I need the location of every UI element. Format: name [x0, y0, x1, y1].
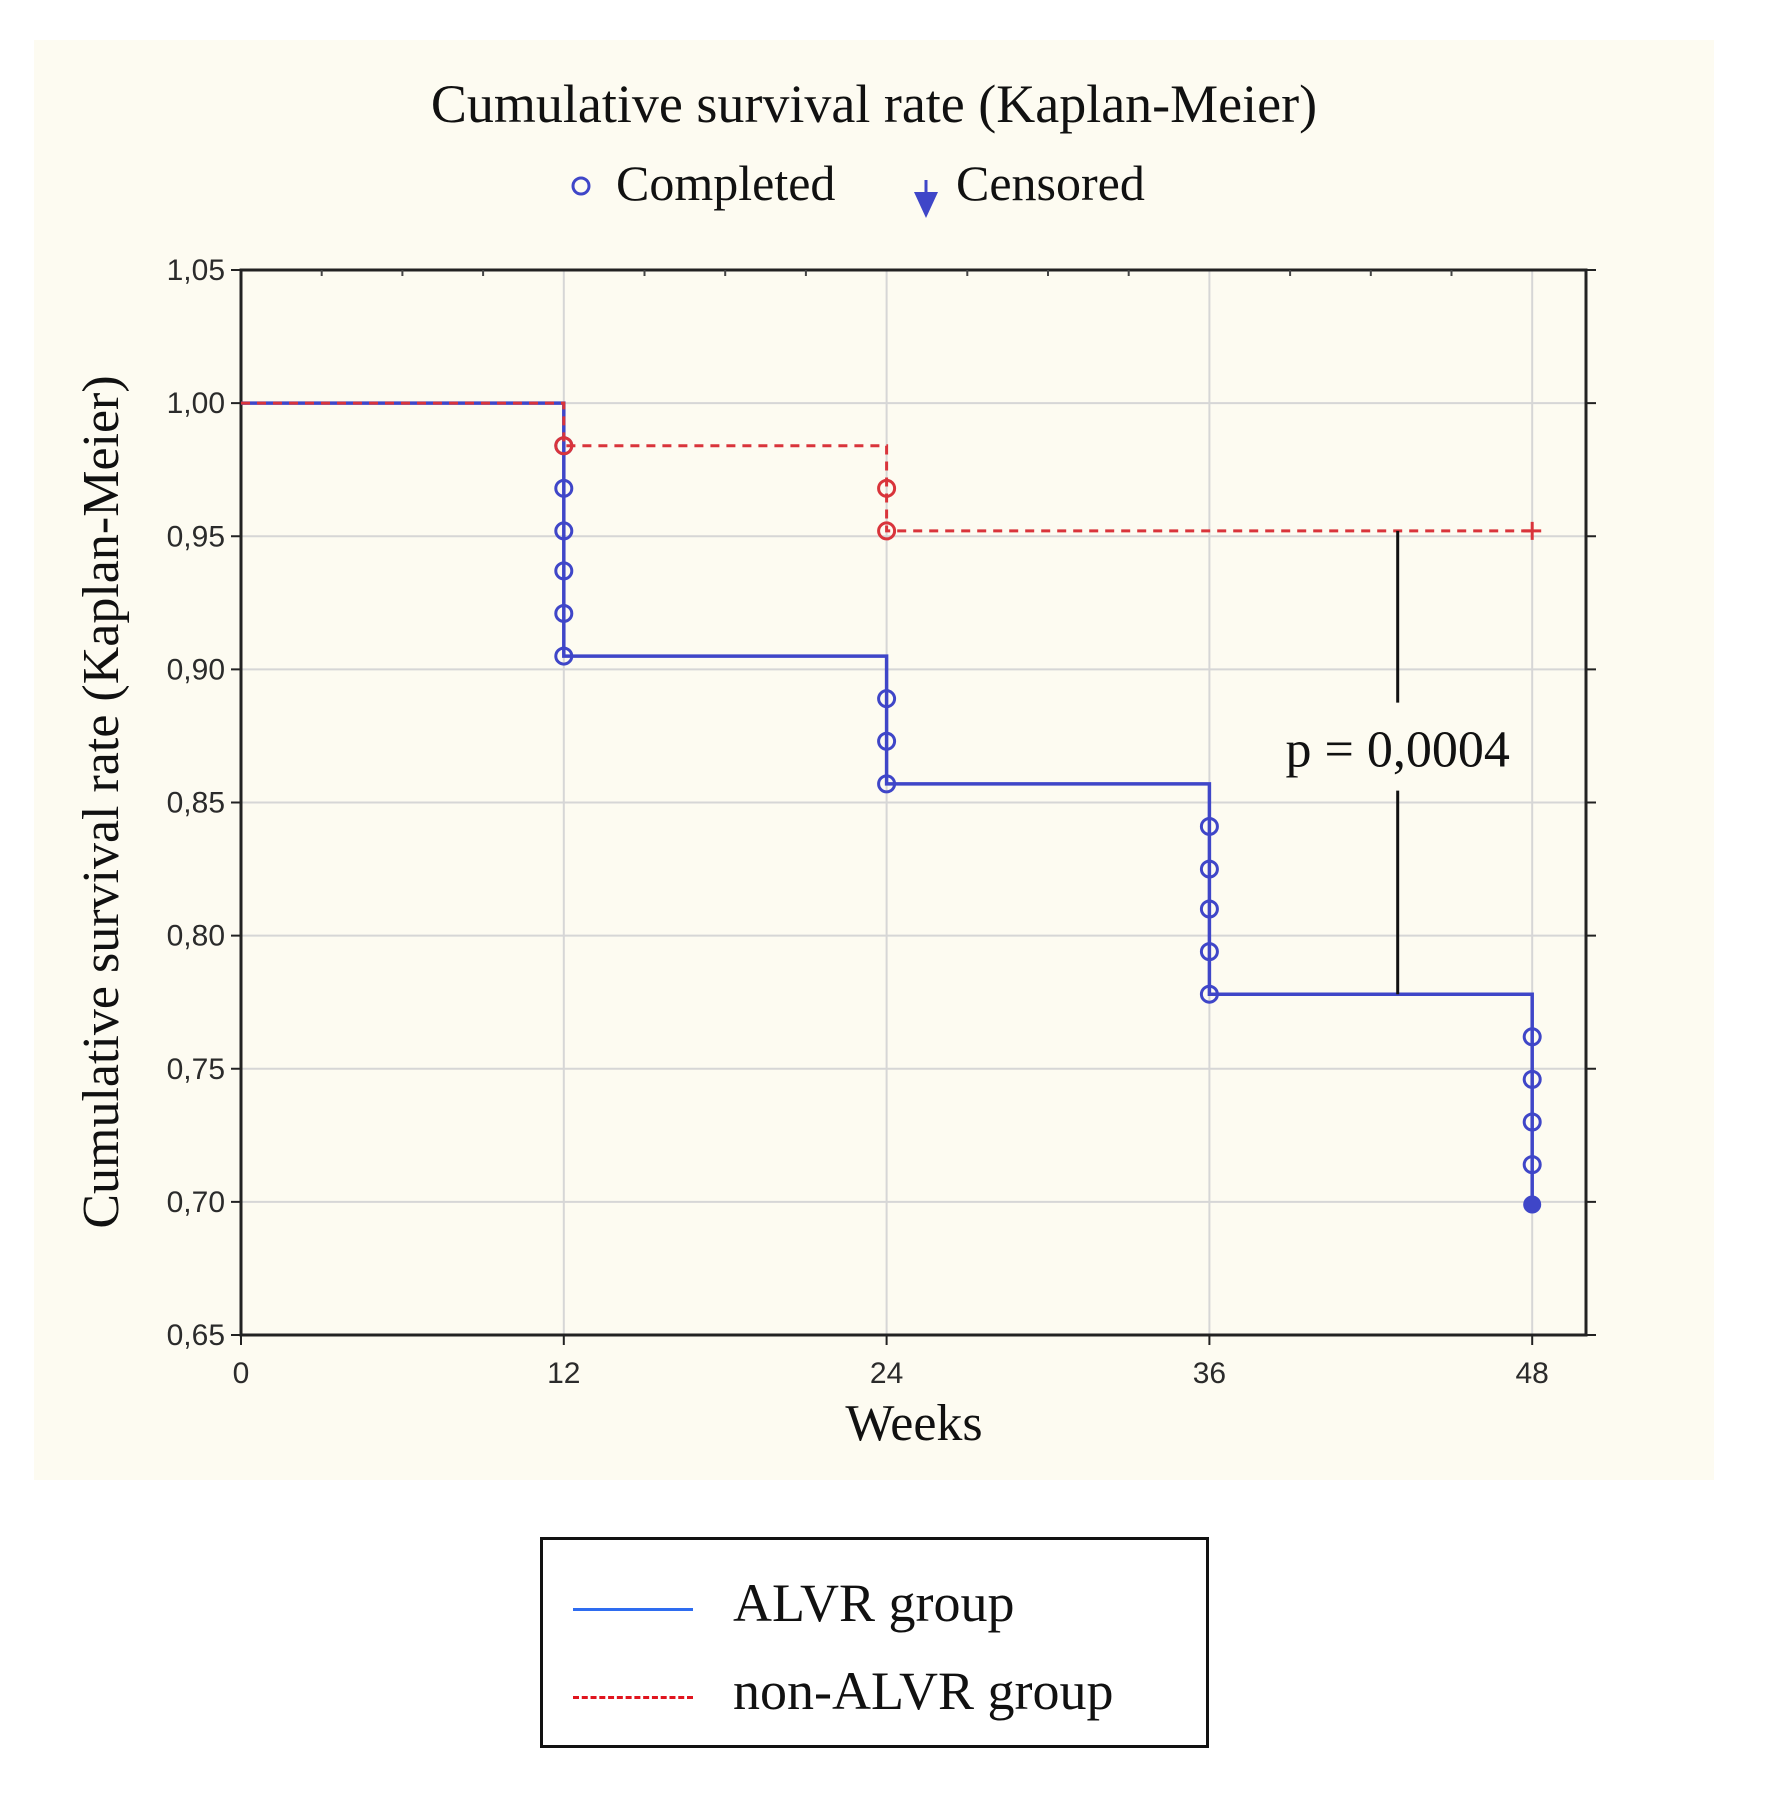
completed-point	[877, 478, 897, 498]
y-tick-label: 0,85	[167, 787, 225, 820]
series-legend: ALVR group non-ALVR group	[540, 1537, 1209, 1748]
marker-legend: Completed Censored	[571, 155, 1145, 218]
x-axis-label: Weeks	[845, 1395, 982, 1452]
y-tick-label: 0,80	[167, 920, 225, 953]
non-alvr-legend-line	[573, 1696, 693, 1699]
y-tick-label: 0,75	[167, 1053, 225, 1086]
km-chart: Cumulative survival rate (Kaplan-Meier) …	[73, 74, 1596, 1452]
completed-point	[877, 521, 897, 541]
completed-point	[554, 646, 574, 666]
y-axis-label: Cumulative survival rate (Kaplan-Meier)	[73, 375, 130, 1228]
completed-point	[877, 774, 897, 794]
completed-point	[1522, 1027, 1542, 1047]
legend-row-alvr: ALVR group	[543, 1560, 1206, 1650]
x-tick-label: 36	[1193, 1357, 1226, 1390]
alvr-legend-line	[573, 1608, 693, 1611]
completed-point	[1199, 859, 1219, 879]
completed-point	[877, 731, 897, 751]
y-tick-label: 0,95	[167, 520, 225, 553]
x-tick-label: 12	[547, 1357, 580, 1390]
completed-legend-label: Completed	[616, 155, 835, 211]
completed-point	[554, 561, 574, 581]
completed-point	[1199, 816, 1219, 836]
completed-point	[554, 436, 574, 456]
legend-row-non-alvr: non-ALVR group	[543, 1648, 1206, 1738]
x-tick-label: 48	[1516, 1357, 1549, 1390]
completed-point	[877, 689, 897, 709]
non-alvr-survival-line	[241, 401, 1533, 533]
completed-point	[1199, 984, 1219, 1004]
chart-title: Cumulative survival rate (Kaplan-Meier)	[431, 74, 1317, 134]
completed-point	[1522, 1069, 1542, 1089]
completed-point	[554, 603, 574, 623]
completed-marker-icon	[571, 176, 591, 196]
y-tick-label: 1,00	[167, 387, 225, 420]
y-tick-label: 0,70	[167, 1186, 225, 1219]
alvr-legend-label: ALVR group	[733, 1573, 1015, 1633]
censored-marker-icon	[914, 192, 938, 218]
y-tick-label: 1,05	[167, 254, 225, 287]
completed-point	[1199, 899, 1219, 919]
censored-point	[1523, 1195, 1542, 1214]
y-tick-label: 0,65	[167, 1319, 225, 1352]
series-layer	[241, 401, 1542, 1214]
censored-point	[1523, 521, 1542, 540]
completed-point	[554, 478, 574, 498]
completed-point	[554, 521, 574, 541]
completed-point	[1199, 942, 1219, 962]
completed-point	[1522, 1155, 1542, 1175]
chart-panel: Cumulative survival rate (Kaplan-Meier) …	[34, 40, 1714, 1480]
completed-point	[1522, 1112, 1542, 1132]
y-tick-label: 0,90	[167, 653, 225, 686]
x-tick-label: 24	[870, 1357, 903, 1390]
alvr-survival-line	[241, 401, 1534, 1205]
p-value-annotation: p = 0,0004	[1286, 530, 1510, 995]
axis-ticks: 0,65 0,70 0,75 0,80 0,85 0,90 0,95 1,00 1,05 0 12 2…	[167, 254, 1596, 1390]
censored-legend-label: Censored	[956, 155, 1145, 211]
non-alvr-legend-label: non-ALVR group	[733, 1661, 1114, 1721]
p-value-label: p = 0,0004	[1286, 722, 1510, 779]
x-tick-label: 0	[233, 1357, 250, 1390]
grid	[241, 270, 1586, 1335]
